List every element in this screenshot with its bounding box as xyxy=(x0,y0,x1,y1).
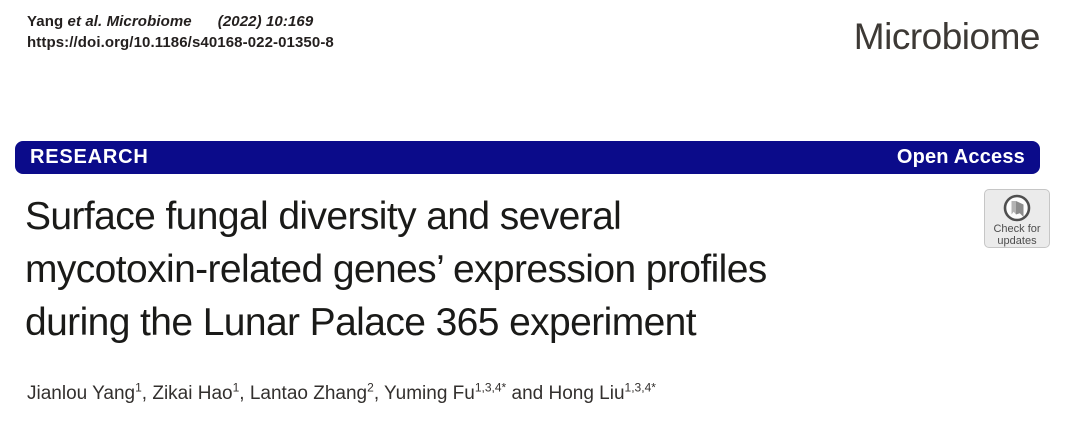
title-line-1: Surface fungal diversity and several xyxy=(25,195,622,238)
author-affiliation-sup: 2 xyxy=(367,380,374,395)
citation-journal: et al. Microbiome xyxy=(67,13,192,30)
title-line-2: mycotoxin-related genes’ expression prof… xyxy=(25,248,767,291)
journal-logo: Microbiome xyxy=(853,16,1041,57)
open-access-label: Open Access xyxy=(896,146,1025,168)
author: Yuming Fu1,3,4* and xyxy=(384,380,549,404)
author: Lantao Zhang2, xyxy=(249,380,385,404)
citation-line: Yang et al. Microbiome (2022) 10:169 xyxy=(27,13,334,30)
author-affiliation-sup: 1,3,4* xyxy=(624,380,656,395)
banner-research-label: RESEARCH xyxy=(30,146,149,168)
citation-block: Yang et al. Microbiome (2022) 10:169 http… xyxy=(27,13,334,51)
author: Zikai Hao1, xyxy=(152,380,250,404)
citation-issue: (2022) 10:169 xyxy=(217,13,314,30)
author: Jianlou Yang1, xyxy=(27,380,153,404)
author-affiliation-sup: 1 xyxy=(232,380,240,395)
doi-link[interactable]: https://doi.org/10.1186/s40168-022-01350… xyxy=(27,34,334,51)
check-for-updates-badge[interactable]: Check for updates xyxy=(984,189,1050,248)
check-for-updates-label: Check for updates xyxy=(993,223,1041,247)
author-affiliation-sup: 1,3,4* xyxy=(474,380,507,395)
citation-author: Yang xyxy=(27,13,68,30)
author-list: Jianlou Yang1, Zikai Hao1, Lantao Zhang2… xyxy=(27,380,656,405)
research-banner: RESEARCH Open Access xyxy=(15,141,1040,174)
author-affiliation-sup: 1 xyxy=(135,380,142,395)
crossmark-icon xyxy=(1003,194,1031,222)
article-title: Surface fungal diversity and several myc… xyxy=(25,190,767,349)
author: Hong Liu1,3,4* xyxy=(548,380,656,404)
title-line-3: during the Lunar Palace 365 experiment xyxy=(25,301,697,344)
